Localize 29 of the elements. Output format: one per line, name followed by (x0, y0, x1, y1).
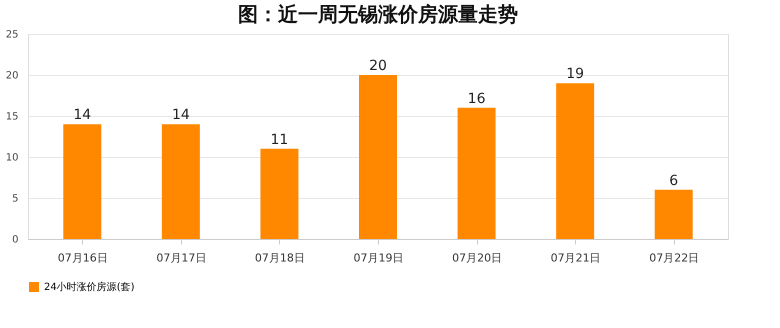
x-tick-label: 07月21日 (550, 252, 601, 264)
x-tick-label: 07月17日 (156, 252, 206, 264)
y-tick-label: 0 (12, 234, 18, 246)
y-tick-label: 5 (12, 194, 18, 204)
y-tick-label: 20 (6, 70, 18, 82)
data-label: 6 (669, 172, 678, 189)
bar (458, 108, 496, 239)
bar (162, 124, 200, 239)
bar (260, 148, 298, 239)
x-tick-label: 07月20日 (452, 252, 502, 264)
x-tick-label: 07月18日 (254, 252, 305, 264)
bar (63, 124, 102, 239)
data-label: 20 (369, 58, 387, 74)
y-tick-label: 25 (6, 30, 18, 40)
chart-title: 图：近一周无锡涨价房源量走势 (238, 2, 518, 26)
x-tick-label: 07月19日 (354, 252, 404, 264)
bar (556, 83, 594, 239)
bar (654, 190, 693, 239)
y-tick-label: 10 (6, 152, 18, 164)
data-label: 16 (468, 90, 486, 107)
legend-label: 24小时涨价房源(套) (44, 281, 135, 293)
data-label: 14 (172, 107, 190, 124)
bar (359, 75, 397, 239)
data-label: 11 (270, 132, 288, 148)
data-label: 19 (566, 66, 584, 82)
x-tick-label: 07月16日 (58, 252, 108, 264)
y-tick-label: 15 (6, 112, 18, 122)
x-tick-label: 07月22日 (649, 252, 700, 264)
data-label: 14 (73, 107, 92, 124)
